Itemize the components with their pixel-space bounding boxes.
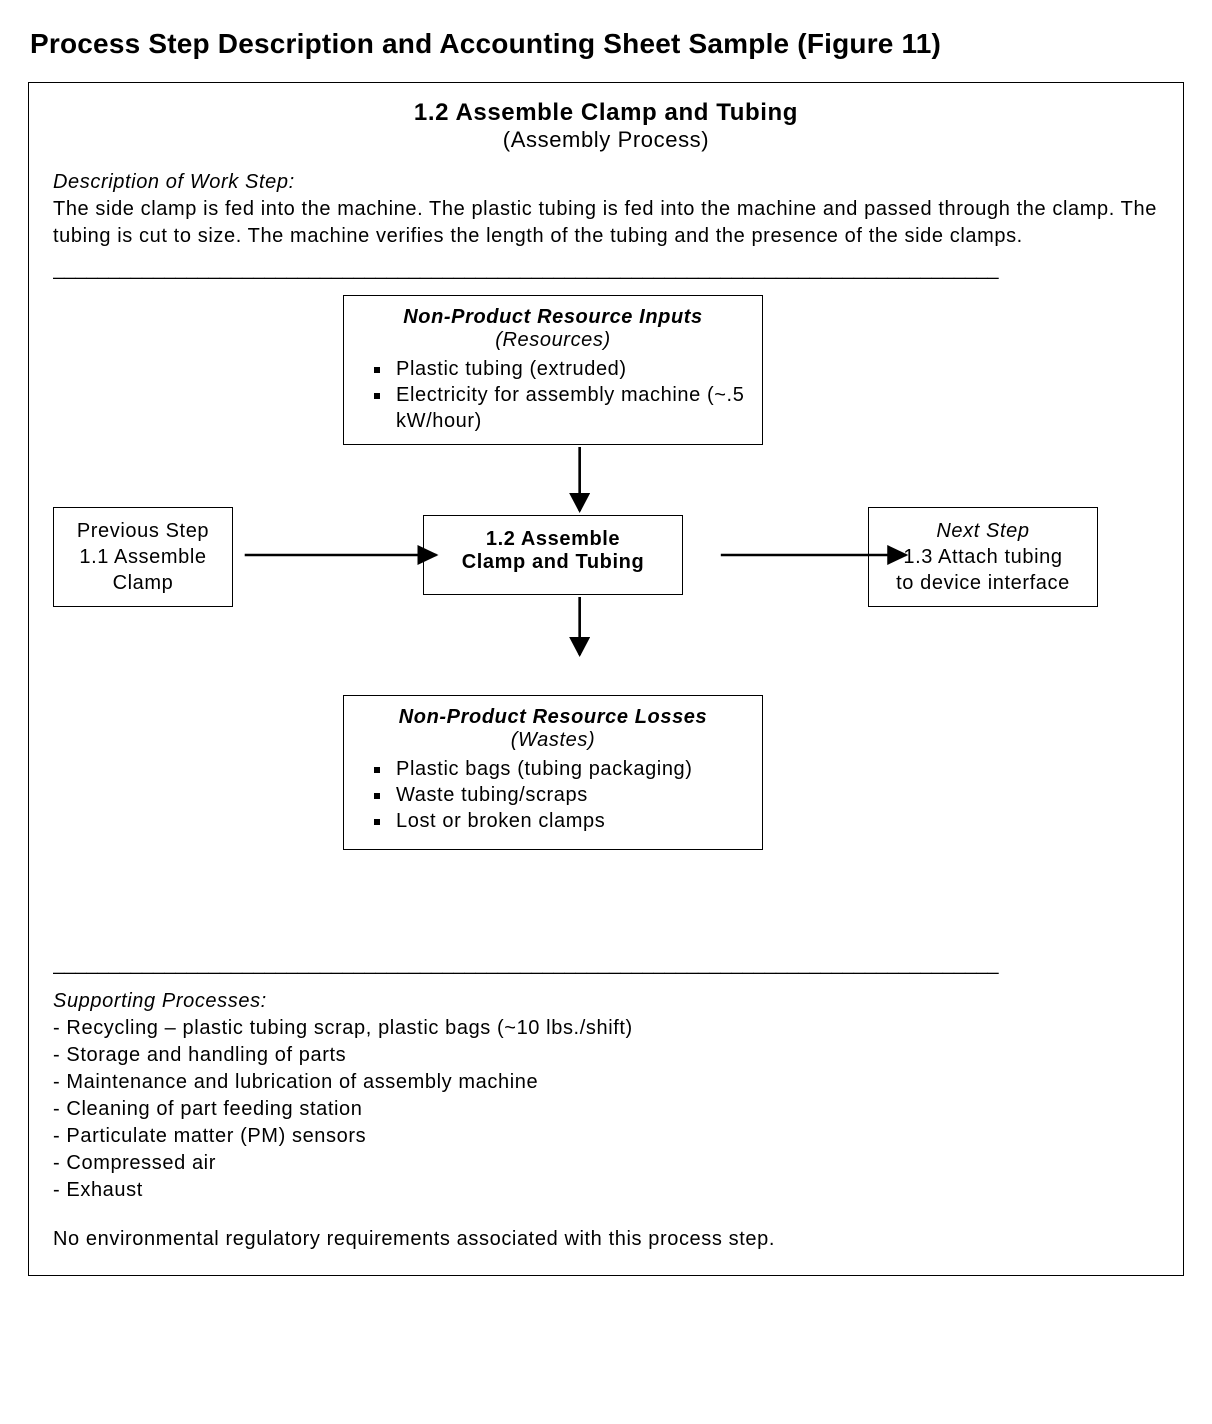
process-diagram: Non-Product Resource Inputs (Resources) …	[53, 295, 1159, 945]
losses-box: Non-Product Resource Losses (Wastes) Pla…	[343, 695, 763, 850]
list-item: Lost or broken clamps	[392, 808, 748, 834]
description-block: Description of Work Step: The side clamp…	[53, 171, 1159, 250]
supporting-processes: Supporting Processes: Recycling – plasti…	[53, 990, 1159, 1204]
list-item: Recycling – plastic tubing scrap, plasti…	[53, 1015, 1159, 1042]
description-text: The side clamp is fed into the machine. …	[53, 196, 1159, 250]
supporting-label: Supporting Processes	[53, 990, 261, 1012]
list-item: Electricity for assembly machine (~.5 kW…	[392, 382, 748, 434]
prev-line2: 1.1 Assemble	[68, 544, 218, 570]
divider: ________________________________________…	[53, 258, 1159, 281]
prev-line3: Clamp	[68, 570, 218, 596]
losses-list: Plastic bags (tubing packaging)Waste tub…	[358, 756, 748, 834]
list-item: Storage and handling of parts	[53, 1042, 1159, 1069]
center-line1: 1.2 Assemble	[442, 528, 664, 551]
center-step-box: 1.2 Assemble Clamp and Tubing	[423, 515, 683, 595]
sheet-header: 1.2 Assemble Clamp and Tubing (Assembly …	[53, 99, 1159, 153]
list-item: Plastic bags (tubing packaging)	[392, 756, 748, 782]
next-line3: to device interface	[883, 570, 1083, 596]
next-line2: 1.3 Attach tubing	[883, 544, 1083, 570]
inputs-title: Non-Product Resource Inputs	[358, 306, 748, 329]
prev-line1: Previous Step	[68, 518, 218, 544]
supporting-list: Recycling – plastic tubing scrap, plasti…	[53, 1015, 1159, 1204]
losses-subtitle: (Wastes)	[358, 729, 748, 752]
page-title: Process Step Description and Accounting …	[30, 28, 1184, 60]
inputs-list: Plastic tubing (extruded)Electricity for…	[358, 356, 748, 434]
footnote: No environmental regulatory requirements…	[53, 1228, 1159, 1251]
list-item: Plastic tubing (extruded)	[392, 356, 748, 382]
list-item: Waste tubing/scraps	[392, 782, 748, 808]
next-line1: Next Step	[883, 518, 1083, 544]
sheet-subtitle: (Assembly Process)	[53, 127, 1159, 153]
list-item: Exhaust	[53, 1177, 1159, 1204]
divider: ________________________________________…	[53, 953, 1159, 976]
inputs-box: Non-Product Resource Inputs (Resources) …	[343, 295, 763, 445]
description-label: Description of Work Step	[53, 171, 289, 193]
list-item: Cleaning of part feeding station	[53, 1096, 1159, 1123]
inputs-subtitle: (Resources)	[358, 329, 748, 352]
previous-step-box: Previous Step 1.1 Assemble Clamp	[53, 507, 233, 607]
process-sheet: 1.2 Assemble Clamp and Tubing (Assembly …	[28, 82, 1184, 1276]
losses-title: Non-Product Resource Losses	[358, 706, 748, 729]
list-item: Particulate matter (PM) sensors	[53, 1123, 1159, 1150]
next-step-box: Next Step 1.3 Attach tubing to device in…	[868, 507, 1098, 607]
list-item: Compressed air	[53, 1150, 1159, 1177]
list-item: Maintenance and lubrication of assembly …	[53, 1069, 1159, 1096]
sheet-title: 1.2 Assemble Clamp and Tubing	[53, 99, 1159, 127]
center-line2: Clamp and Tubing	[442, 551, 664, 574]
